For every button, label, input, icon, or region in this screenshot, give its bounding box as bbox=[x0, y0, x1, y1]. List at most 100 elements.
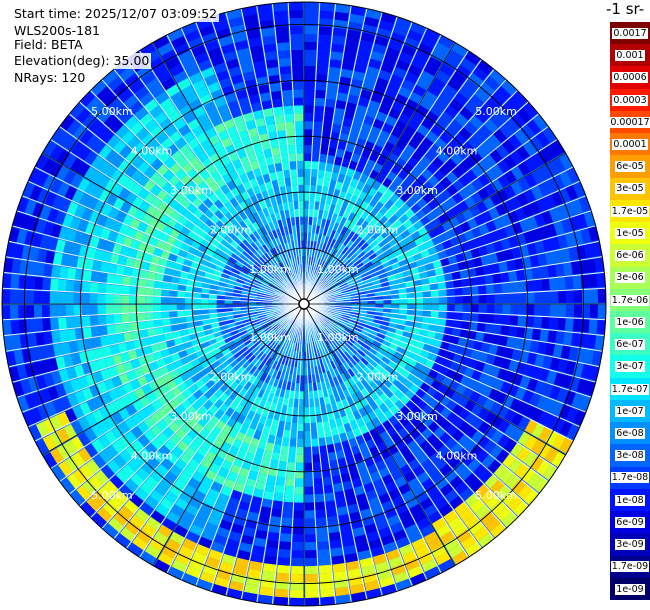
ppi-gate bbox=[563, 201, 576, 217]
colorbar-tick-label: 6e-09 bbox=[615, 516, 645, 528]
ppi-gate bbox=[311, 438, 319, 447]
ppi-gate bbox=[270, 321, 279, 328]
ppi-gate bbox=[261, 280, 270, 286]
ppi-gate bbox=[442, 84, 458, 98]
ppi-gate bbox=[275, 370, 282, 380]
ppi-gate bbox=[214, 576, 230, 588]
ppi-gate bbox=[330, 360, 337, 370]
ppi-gate bbox=[430, 49, 446, 63]
ray-line bbox=[210, 303, 305, 592]
ppi-gate bbox=[379, 466, 391, 478]
ppi-gate bbox=[379, 148, 391, 160]
ppi-gate bbox=[90, 80, 107, 97]
ppi-gate bbox=[264, 51, 278, 61]
ppi-gate bbox=[84, 338, 95, 351]
ppi-gate bbox=[101, 251, 112, 263]
ppi-gate bbox=[217, 356, 227, 365]
ppi-gate bbox=[544, 160, 559, 177]
ppi-gate bbox=[396, 253, 406, 262]
ppi-gate bbox=[489, 229, 501, 242]
ppi-gate bbox=[78, 193, 92, 207]
ppi-gate bbox=[558, 304, 567, 317]
ppi-gate bbox=[60, 477, 76, 495]
ppi-gate bbox=[253, 323, 262, 330]
ppi-gate bbox=[369, 125, 381, 137]
ray-line bbox=[166, 34, 305, 305]
ppi-gate bbox=[248, 354, 257, 364]
ppi-gate bbox=[174, 478, 188, 491]
ppi-gate bbox=[323, 317, 331, 323]
ppi-gate bbox=[334, 490, 346, 501]
ppi-gate bbox=[59, 114, 75, 132]
ppi-gate bbox=[462, 387, 474, 399]
ppi-gate bbox=[261, 457, 271, 468]
ppi-gate bbox=[348, 284, 357, 290]
ppi-gate bbox=[458, 434, 471, 447]
ppi-gate bbox=[374, 264, 384, 272]
ppi-gate bbox=[168, 63, 184, 77]
ppi-gate bbox=[103, 113, 118, 129]
ppi-gate bbox=[487, 459, 502, 474]
ppi-gate bbox=[81, 362, 93, 376]
ppi-gate bbox=[221, 173, 232, 184]
ppi-gate bbox=[475, 266, 485, 276]
ppi-gate bbox=[586, 258, 597, 273]
ppi-gate bbox=[400, 229, 411, 239]
ppi-gate bbox=[247, 272, 256, 279]
ppi-gate bbox=[409, 22, 426, 35]
ppi-gate bbox=[365, 249, 375, 257]
ppi-gate bbox=[256, 310, 266, 314]
ppi-gate bbox=[277, 327, 284, 335]
ppi-gate bbox=[509, 314, 519, 326]
ppi-gate bbox=[320, 339, 326, 348]
ppi-gate bbox=[284, 331, 290, 340]
ppi-gate bbox=[262, 391, 270, 401]
ppi-gate bbox=[259, 284, 268, 290]
ppi-gate bbox=[490, 333, 501, 345]
ppi-gate bbox=[271, 279, 280, 286]
ppi-gate bbox=[293, 510, 304, 519]
ppi-gate bbox=[466, 217, 478, 229]
ppi-gate bbox=[137, 434, 151, 448]
ppi-gate bbox=[235, 404, 245, 415]
ppi-gate bbox=[279, 328, 286, 337]
ppi-gate bbox=[469, 204, 481, 217]
ppi-gate bbox=[253, 537, 267, 548]
ppi-gate bbox=[319, 2, 335, 12]
ppi-gate bbox=[289, 33, 303, 43]
ppi-gate bbox=[282, 397, 290, 406]
ppi-gate bbox=[357, 360, 366, 369]
ppi-gate bbox=[549, 356, 561, 371]
ppi-gate bbox=[320, 281, 328, 288]
ppi-gate bbox=[370, 545, 385, 557]
ppi-gate bbox=[572, 274, 582, 289]
ppi-gate bbox=[318, 437, 327, 447]
ppi-gate bbox=[487, 133, 501, 149]
ppi-gate bbox=[216, 299, 225, 304]
ppi-gate bbox=[360, 242, 369, 251]
ppi-gate bbox=[139, 92, 154, 107]
ppi-gate bbox=[224, 304, 233, 309]
ppi-gate bbox=[333, 156, 343, 166]
ray-line bbox=[303, 303, 507, 529]
ppi-gate bbox=[180, 186, 192, 198]
ppi-gate bbox=[140, 261, 151, 271]
ppi-gate bbox=[304, 9, 319, 19]
ppi-gate bbox=[304, 454, 313, 463]
ppi-gate bbox=[225, 58, 240, 70]
ppi-gate bbox=[277, 50, 291, 59]
ppi-gate bbox=[548, 207, 561, 222]
ppi-gate bbox=[127, 458, 141, 473]
ppi-gate bbox=[199, 169, 210, 181]
ppi-gate bbox=[351, 344, 360, 352]
ray-line bbox=[303, 303, 587, 413]
ppi-gate bbox=[545, 251, 555, 265]
ppi-gate bbox=[118, 109, 133, 125]
ppi-gate bbox=[382, 473, 395, 486]
ppi-gate bbox=[444, 124, 458, 138]
ppi-gate bbox=[351, 374, 361, 384]
ppi-gate bbox=[347, 94, 359, 105]
ppi-gate bbox=[210, 360, 221, 370]
ppi-gate bbox=[78, 447, 92, 463]
ppi-gate bbox=[347, 230, 356, 240]
